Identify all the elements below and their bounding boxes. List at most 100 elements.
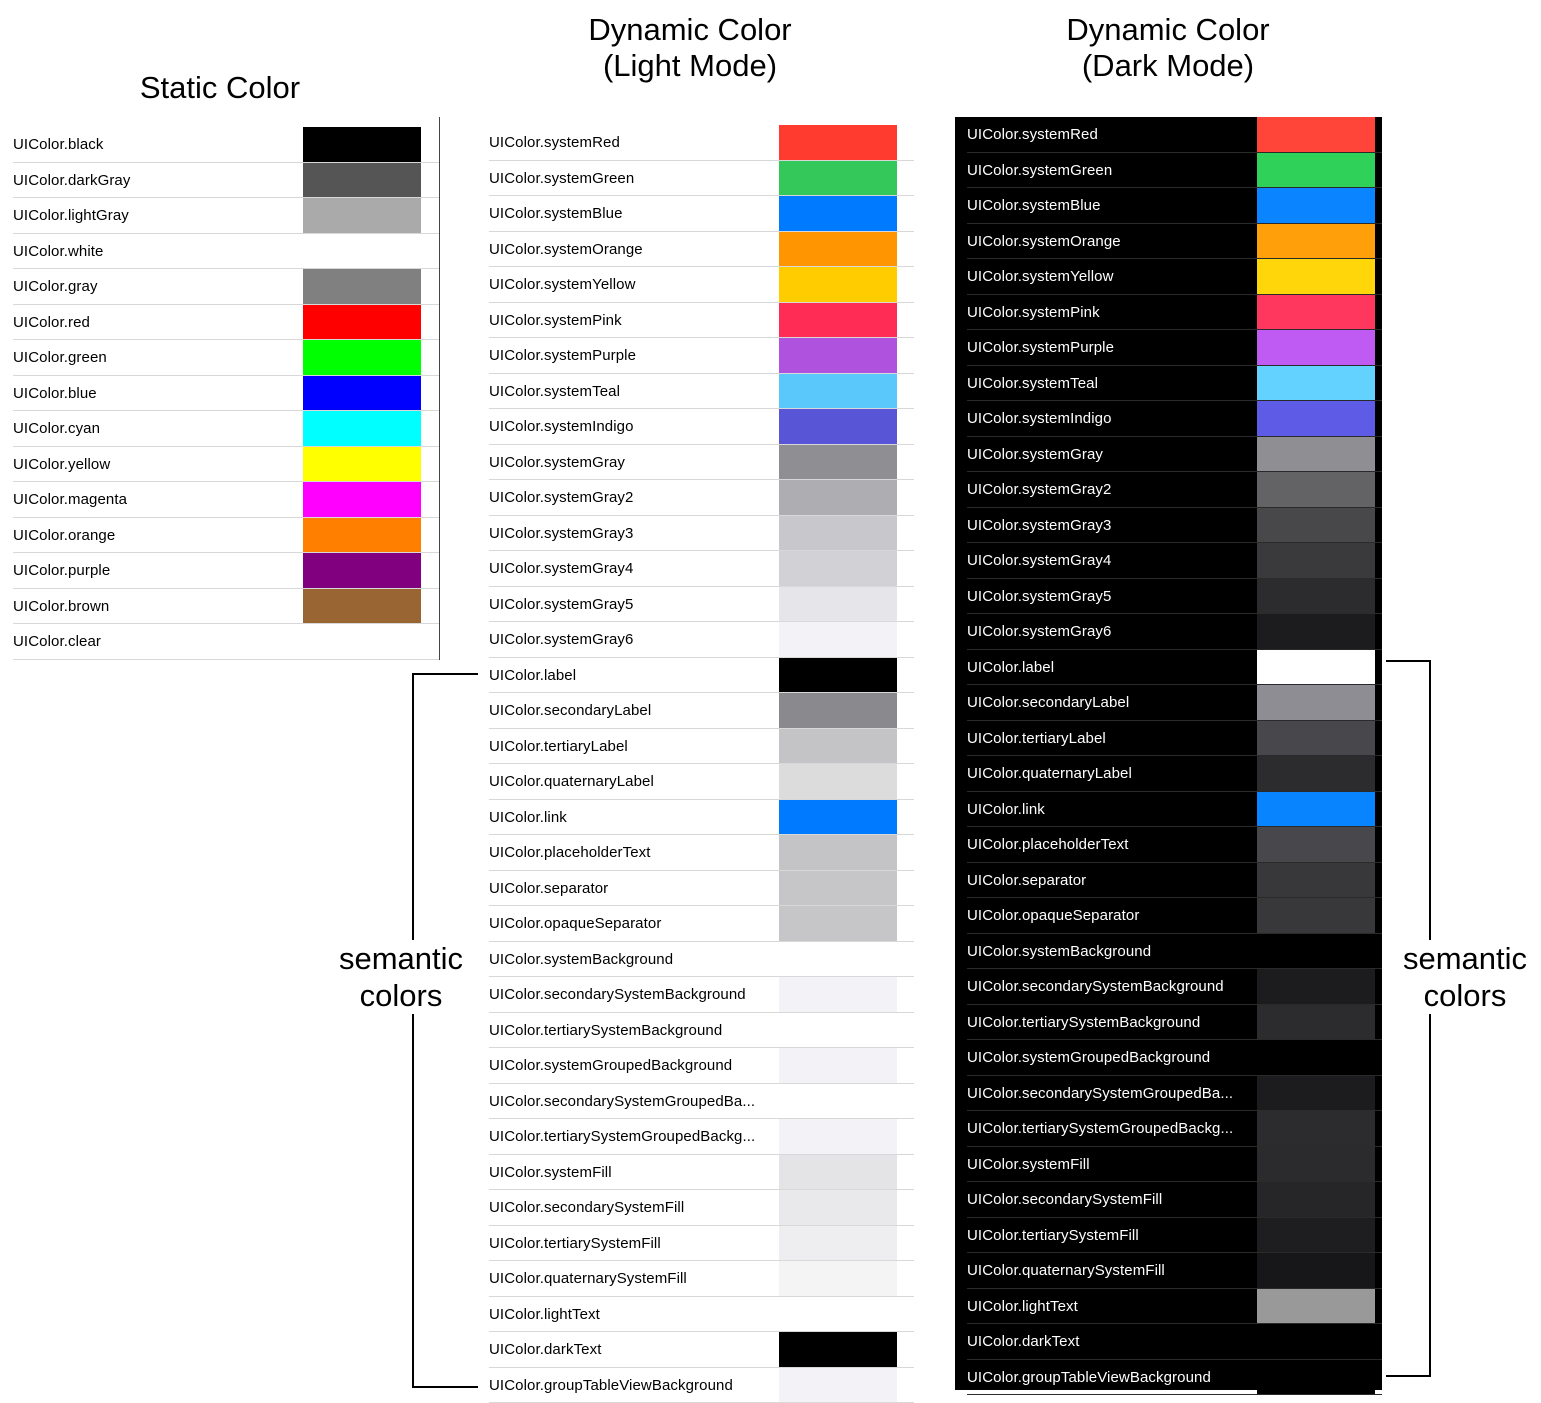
color-row: UIColor.darkGray (13, 163, 440, 199)
color-row: UIColor.systemBlue (955, 188, 1382, 224)
color-row: UIColor.systemGroupedBackground (955, 1040, 1382, 1076)
color-row: UIColor.systemGray4 (489, 551, 914, 587)
color-swatch (303, 376, 421, 412)
color-name-label: UIColor.black (13, 127, 104, 163)
color-name-label: UIColor.label (955, 650, 1054, 686)
color-name-label: UIColor.systemGray6 (489, 622, 633, 658)
color-swatch (779, 1013, 897, 1049)
color-row: UIColor.cyan (13, 411, 440, 447)
color-swatch (779, 1226, 897, 1262)
color-swatch (779, 1297, 897, 1333)
color-swatch (779, 161, 897, 197)
light-semantic-bracket (412, 673, 478, 1388)
static-panel-divider (439, 117, 440, 660)
color-row: UIColor.separator (955, 863, 1382, 899)
color-row: UIColor.systemGray (489, 445, 914, 481)
color-row: UIColor.systemOrange (489, 232, 914, 268)
color-swatch (1257, 721, 1375, 757)
static-color-title: Static Color (60, 70, 380, 106)
color-name-label: UIColor.placeholderText (955, 827, 1129, 863)
color-swatch (1257, 685, 1375, 721)
color-swatch (779, 267, 897, 303)
color-name-label: UIColor.link (489, 800, 567, 836)
color-name-label: UIColor.systemGray3 (489, 516, 633, 552)
color-name-label: UIColor.darkGray (13, 163, 130, 199)
color-row: UIColor.link (955, 792, 1382, 828)
color-name-label: UIColor.lightGray (13, 198, 129, 234)
color-swatch (779, 196, 897, 232)
color-swatch (303, 269, 421, 305)
color-name-label: UIColor.systemTeal (955, 366, 1098, 402)
color-swatch (779, 729, 897, 765)
color-swatch (779, 1368, 897, 1403)
color-name-label: UIColor.quaternaryLabel (955, 756, 1132, 792)
color-swatch (1257, 366, 1375, 402)
color-row: UIColor.systemTeal (955, 366, 1382, 402)
color-name-label: UIColor.systemGroupedBackground (955, 1040, 1210, 1076)
color-row: UIColor.systemPink (955, 295, 1382, 331)
color-name-label: UIColor.darkText (955, 1324, 1079, 1360)
color-name-label: UIColor.systemBlue (955, 188, 1101, 224)
color-row: UIColor.systemPurple (955, 330, 1382, 366)
color-row: UIColor.systemGreen (955, 153, 1382, 189)
color-row: UIColor.tertiaryLabel (489, 729, 914, 765)
color-name-label: UIColor.quaternaryLabel (489, 764, 654, 800)
color-swatch (779, 1155, 897, 1191)
color-row: UIColor.purple (13, 553, 440, 589)
color-name-label: UIColor.separator (955, 863, 1086, 899)
color-row: UIColor.systemGray3 (955, 508, 1382, 544)
color-swatch (303, 589, 421, 625)
color-name-label: UIColor.secondaryLabel (955, 685, 1129, 721)
color-row: UIColor.red (13, 305, 440, 341)
color-row: UIColor.label (489, 658, 914, 694)
color-name-label: UIColor.systemIndigo (489, 409, 634, 445)
color-swatch (1257, 863, 1375, 899)
color-name-label: UIColor.tertiarySystemFill (955, 1218, 1139, 1254)
color-swatch (1257, 330, 1375, 366)
color-swatch (1257, 650, 1375, 686)
color-name-label: UIColor.systemGray2 (489, 480, 633, 516)
color-name-label: UIColor.link (955, 792, 1045, 828)
color-name-label: UIColor.systemGray3 (955, 508, 1111, 544)
color-swatch (779, 871, 897, 907)
color-swatch (779, 942, 897, 978)
color-swatch (1257, 153, 1375, 189)
color-swatch (1257, 224, 1375, 260)
color-row: UIColor.quaternaryLabel (489, 764, 914, 800)
color-name-label: UIColor.systemIndigo (955, 401, 1112, 437)
color-swatch (779, 1190, 897, 1226)
color-swatch (779, 516, 897, 552)
color-swatch (779, 622, 897, 658)
color-swatch (1257, 898, 1375, 934)
color-swatch (779, 445, 897, 481)
color-swatch (1257, 934, 1375, 970)
color-swatch (1257, 543, 1375, 579)
color-swatch (303, 127, 421, 163)
color-swatch (1257, 1005, 1375, 1041)
color-name-label: UIColor.systemGray4 (489, 551, 633, 587)
color-row: UIColor.systemGray4 (955, 543, 1382, 579)
color-swatch (779, 658, 897, 694)
color-row: UIColor.brown (13, 589, 440, 625)
color-swatch (779, 764, 897, 800)
color-swatch (303, 518, 421, 554)
color-name-label: UIColor.clear (13, 624, 101, 660)
color-row: UIColor.systemGreen (489, 161, 914, 197)
color-swatch (1257, 117, 1375, 153)
color-name-label: UIColor.secondarySystemBackground (955, 969, 1224, 1005)
color-swatch (303, 411, 421, 447)
color-name-label: UIColor.secondarySystemGroupedBa... (955, 1076, 1233, 1112)
color-name-label: UIColor.darkText (489, 1332, 601, 1368)
color-name-label: UIColor.systemGray4 (955, 543, 1111, 579)
color-name-label: UIColor.systemGray5 (489, 587, 633, 623)
color-swatch (779, 587, 897, 623)
color-name-label: UIColor.secondarySystemFill (955, 1182, 1162, 1218)
color-row: UIColor.orange (13, 518, 440, 554)
light-mode-title: Dynamic Color (Light Mode) (530, 12, 850, 84)
color-swatch (779, 1332, 897, 1368)
color-row: UIColor.yellow (13, 447, 440, 483)
color-name-label: UIColor.systemGray2 (955, 472, 1111, 508)
color-swatch (1257, 1076, 1375, 1112)
color-row: UIColor.groupTableViewBackground (489, 1368, 914, 1403)
